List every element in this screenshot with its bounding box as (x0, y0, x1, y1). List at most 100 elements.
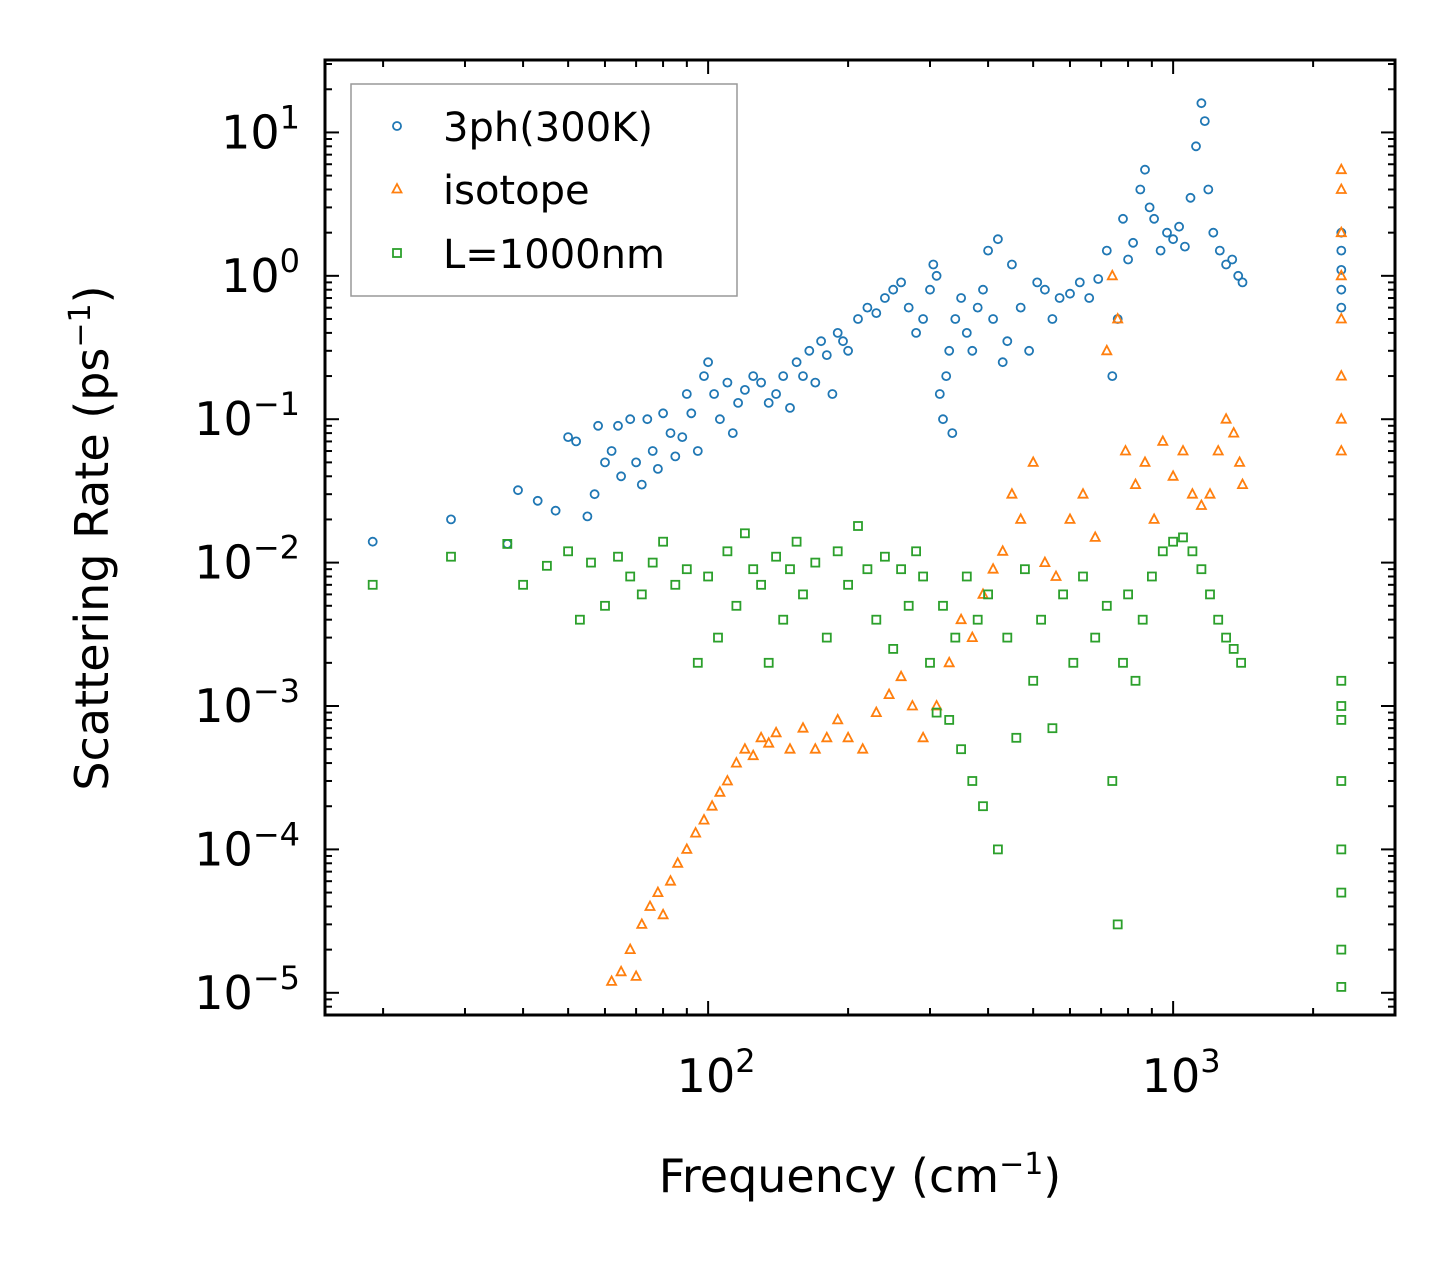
data-point (1064, 512, 1076, 524)
data-point (542, 560, 552, 571)
data-point (1336, 701, 1347, 711)
data-point (686, 408, 697, 419)
data-point (1195, 498, 1208, 510)
legend-label-boundary: L=1000nm (443, 232, 665, 278)
data-point (1336, 302, 1347, 313)
data-point (1144, 202, 1155, 213)
data-point (997, 357, 1008, 368)
data-layer (367, 98, 1348, 992)
data-point (1336, 844, 1347, 855)
data-point (895, 669, 908, 682)
data-point (778, 614, 789, 625)
y-tick-labels: 101 100 10−1 10−2 10−3 10−4 10−5 (194, 98, 300, 1019)
data-point (664, 874, 677, 886)
data-point (550, 505, 561, 516)
plot-frame (323, 58, 1397, 1017)
data-point (589, 489, 600, 500)
data-point (532, 495, 543, 506)
data-point (1084, 293, 1095, 303)
data-point (888, 284, 899, 295)
data-point (1128, 237, 1138, 248)
data-point (600, 457, 610, 468)
data-point (582, 511, 593, 522)
data-point (810, 377, 821, 388)
data-point (1106, 268, 1119, 281)
data-point (941, 371, 952, 382)
data-point (918, 314, 928, 324)
data-point (1015, 302, 1026, 313)
data-point (827, 389, 838, 399)
data-point (906, 699, 919, 711)
data-point (1100, 343, 1113, 356)
data-point (1050, 569, 1062, 581)
data-point (713, 632, 723, 643)
data-point (843, 345, 853, 356)
data-point (740, 528, 750, 539)
data-point (1335, 369, 1348, 381)
data-point (657, 907, 670, 920)
data-point (755, 730, 768, 743)
data-point (756, 377, 766, 388)
data-point (832, 546, 843, 557)
data-point (993, 234, 1003, 245)
data-point (832, 327, 843, 338)
data-point (1237, 277, 1248, 288)
data-point (1214, 245, 1225, 256)
data-point (762, 736, 775, 748)
data-point (1335, 225, 1348, 238)
data-point (1054, 293, 1065, 303)
data-point (613, 551, 623, 562)
data-point (771, 389, 781, 399)
data-point (1101, 600, 1112, 611)
data-point (1137, 614, 1148, 625)
data-point (1205, 589, 1215, 600)
data-point (928, 259, 939, 270)
data-point (1101, 245, 1112, 256)
data-point (1191, 141, 1201, 152)
legend-label-3ph: 3ph(300K) (443, 105, 653, 151)
data-point (978, 801, 988, 812)
data-point (1002, 632, 1013, 643)
data-point (647, 446, 658, 456)
data-point (1119, 444, 1132, 456)
data-point (798, 371, 808, 382)
data-point (636, 479, 647, 490)
data-point (1028, 675, 1039, 686)
data-point (956, 293, 966, 303)
data-point (1118, 657, 1128, 668)
data-point (1221, 259, 1231, 270)
data-point (856, 742, 869, 754)
data-point (821, 632, 832, 643)
data-point (1040, 284, 1050, 295)
data-point (821, 350, 832, 361)
data-point (1129, 477, 1142, 490)
data-point (615, 964, 628, 977)
data-point (947, 428, 958, 439)
data-point (1213, 614, 1224, 625)
x-tick-label: 102 (677, 1042, 756, 1103)
data-point (1335, 182, 1348, 194)
data-point (703, 357, 713, 368)
data-point (1187, 546, 1198, 557)
data-point (880, 551, 890, 562)
data-point (896, 564, 906, 575)
data-point (785, 402, 795, 413)
data-point (925, 657, 935, 668)
data-point (518, 579, 528, 590)
data-point (1135, 184, 1146, 195)
data-point (950, 314, 961, 324)
data-point (888, 644, 899, 654)
data-point (1335, 444, 1348, 456)
data-point (816, 336, 826, 347)
data-point (778, 371, 789, 382)
y-tick-label: 101 (221, 98, 300, 159)
legend-label-isotope: isotope (443, 168, 590, 214)
data-point (791, 536, 802, 547)
data-point (972, 302, 983, 313)
data-point (1336, 245, 1347, 256)
data-point (987, 562, 1000, 574)
x-tick-labels: 102 103 (677, 1042, 1221, 1103)
data-point (563, 432, 573, 443)
data-point (853, 521, 863, 531)
data-point (993, 844, 1003, 855)
